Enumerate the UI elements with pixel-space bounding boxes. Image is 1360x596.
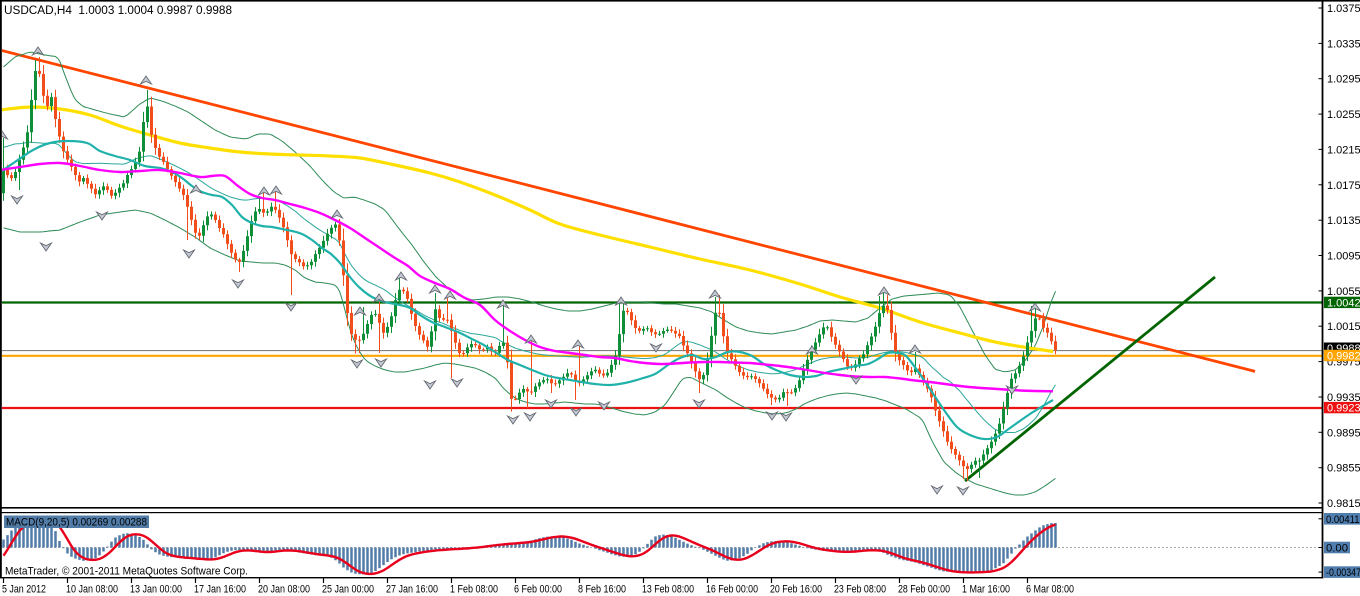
svg-text:6 Mar 08:00: 6 Mar 08:00: [1026, 584, 1074, 596]
svg-text:MetaTrader, © 2001-2011 MetaQu: MetaTrader, © 2001-2011 MetaQuotes Softw…: [5, 566, 248, 578]
svg-text:0.9895: 0.9895: [1327, 427, 1360, 439]
svg-text:1.0175: 1.0175: [1327, 180, 1360, 192]
svg-text:6 Feb 00:00: 6 Feb 00:00: [514, 584, 562, 596]
svg-text:16 Feb 00:00: 16 Feb 00:00: [706, 584, 758, 596]
svg-text:0.9815: 0.9815: [1327, 498, 1360, 510]
svg-text:17 Jan 16:00: 17 Jan 16:00: [194, 584, 246, 596]
svg-text:1 Feb 08:00: 1 Feb 08:00: [450, 584, 498, 596]
svg-text:1 Mar 16:00: 1 Mar 16:00: [962, 584, 1010, 596]
svg-text:28 Feb 00:00: 28 Feb 00:00: [898, 584, 950, 596]
svg-text:1.0095: 1.0095: [1327, 251, 1360, 263]
svg-text:1.0135: 1.0135: [1327, 215, 1360, 227]
svg-text:0.9923: 0.9923: [1327, 403, 1360, 415]
svg-text:-0.00347: -0.00347: [1326, 567, 1360, 579]
svg-text:20 Feb 16:00: 20 Feb 16:00: [770, 584, 822, 596]
svg-text:USDCAD,H4 1.0003 1.0004 0.998: USDCAD,H4 1.0003 1.0004 0.9987 0.9988: [4, 5, 232, 17]
svg-text:1.0215: 1.0215: [1327, 144, 1360, 156]
svg-text:0.9982: 0.9982: [1327, 351, 1360, 363]
svg-text:10 Jan 08:00: 10 Jan 08:00: [66, 584, 118, 596]
svg-text:1.0375: 1.0375: [1327, 3, 1360, 15]
svg-text:1.0015: 1.0015: [1327, 321, 1360, 333]
svg-text:1.0255: 1.0255: [1327, 109, 1360, 121]
svg-text:0.00: 0.00: [1326, 543, 1348, 555]
svg-text:27 Jan 16:00: 27 Jan 16:00: [386, 584, 438, 596]
svg-text:13 Jan 00:00: 13 Jan 00:00: [130, 584, 182, 596]
svg-text:23 Feb 08:00: 23 Feb 08:00: [834, 584, 886, 596]
svg-text:5 Jan 2012: 5 Jan 2012: [2, 584, 46, 596]
svg-text:1.0042: 1.0042: [1327, 297, 1360, 309]
svg-text:8 Feb 16:00: 8 Feb 16:00: [578, 584, 626, 596]
svg-text:1.0295: 1.0295: [1327, 74, 1360, 86]
svg-text:MACD(9,20,5) 0.00269 0.00288: MACD(9,20,5) 0.00269 0.00288: [6, 517, 147, 529]
svg-text:20 Jan 08:00: 20 Jan 08:00: [258, 584, 310, 596]
svg-text:13 Feb 08:00: 13 Feb 08:00: [642, 584, 694, 596]
svg-text:0.00411: 0.00411: [1326, 514, 1360, 526]
svg-text:0.9935: 0.9935: [1327, 392, 1360, 404]
svg-text:0.9855: 0.9855: [1327, 463, 1360, 475]
svg-text:25 Jan 00:00: 25 Jan 00:00: [322, 584, 374, 596]
svg-text:1.0055: 1.0055: [1327, 286, 1360, 298]
svg-text:1.0335: 1.0335: [1327, 38, 1360, 50]
